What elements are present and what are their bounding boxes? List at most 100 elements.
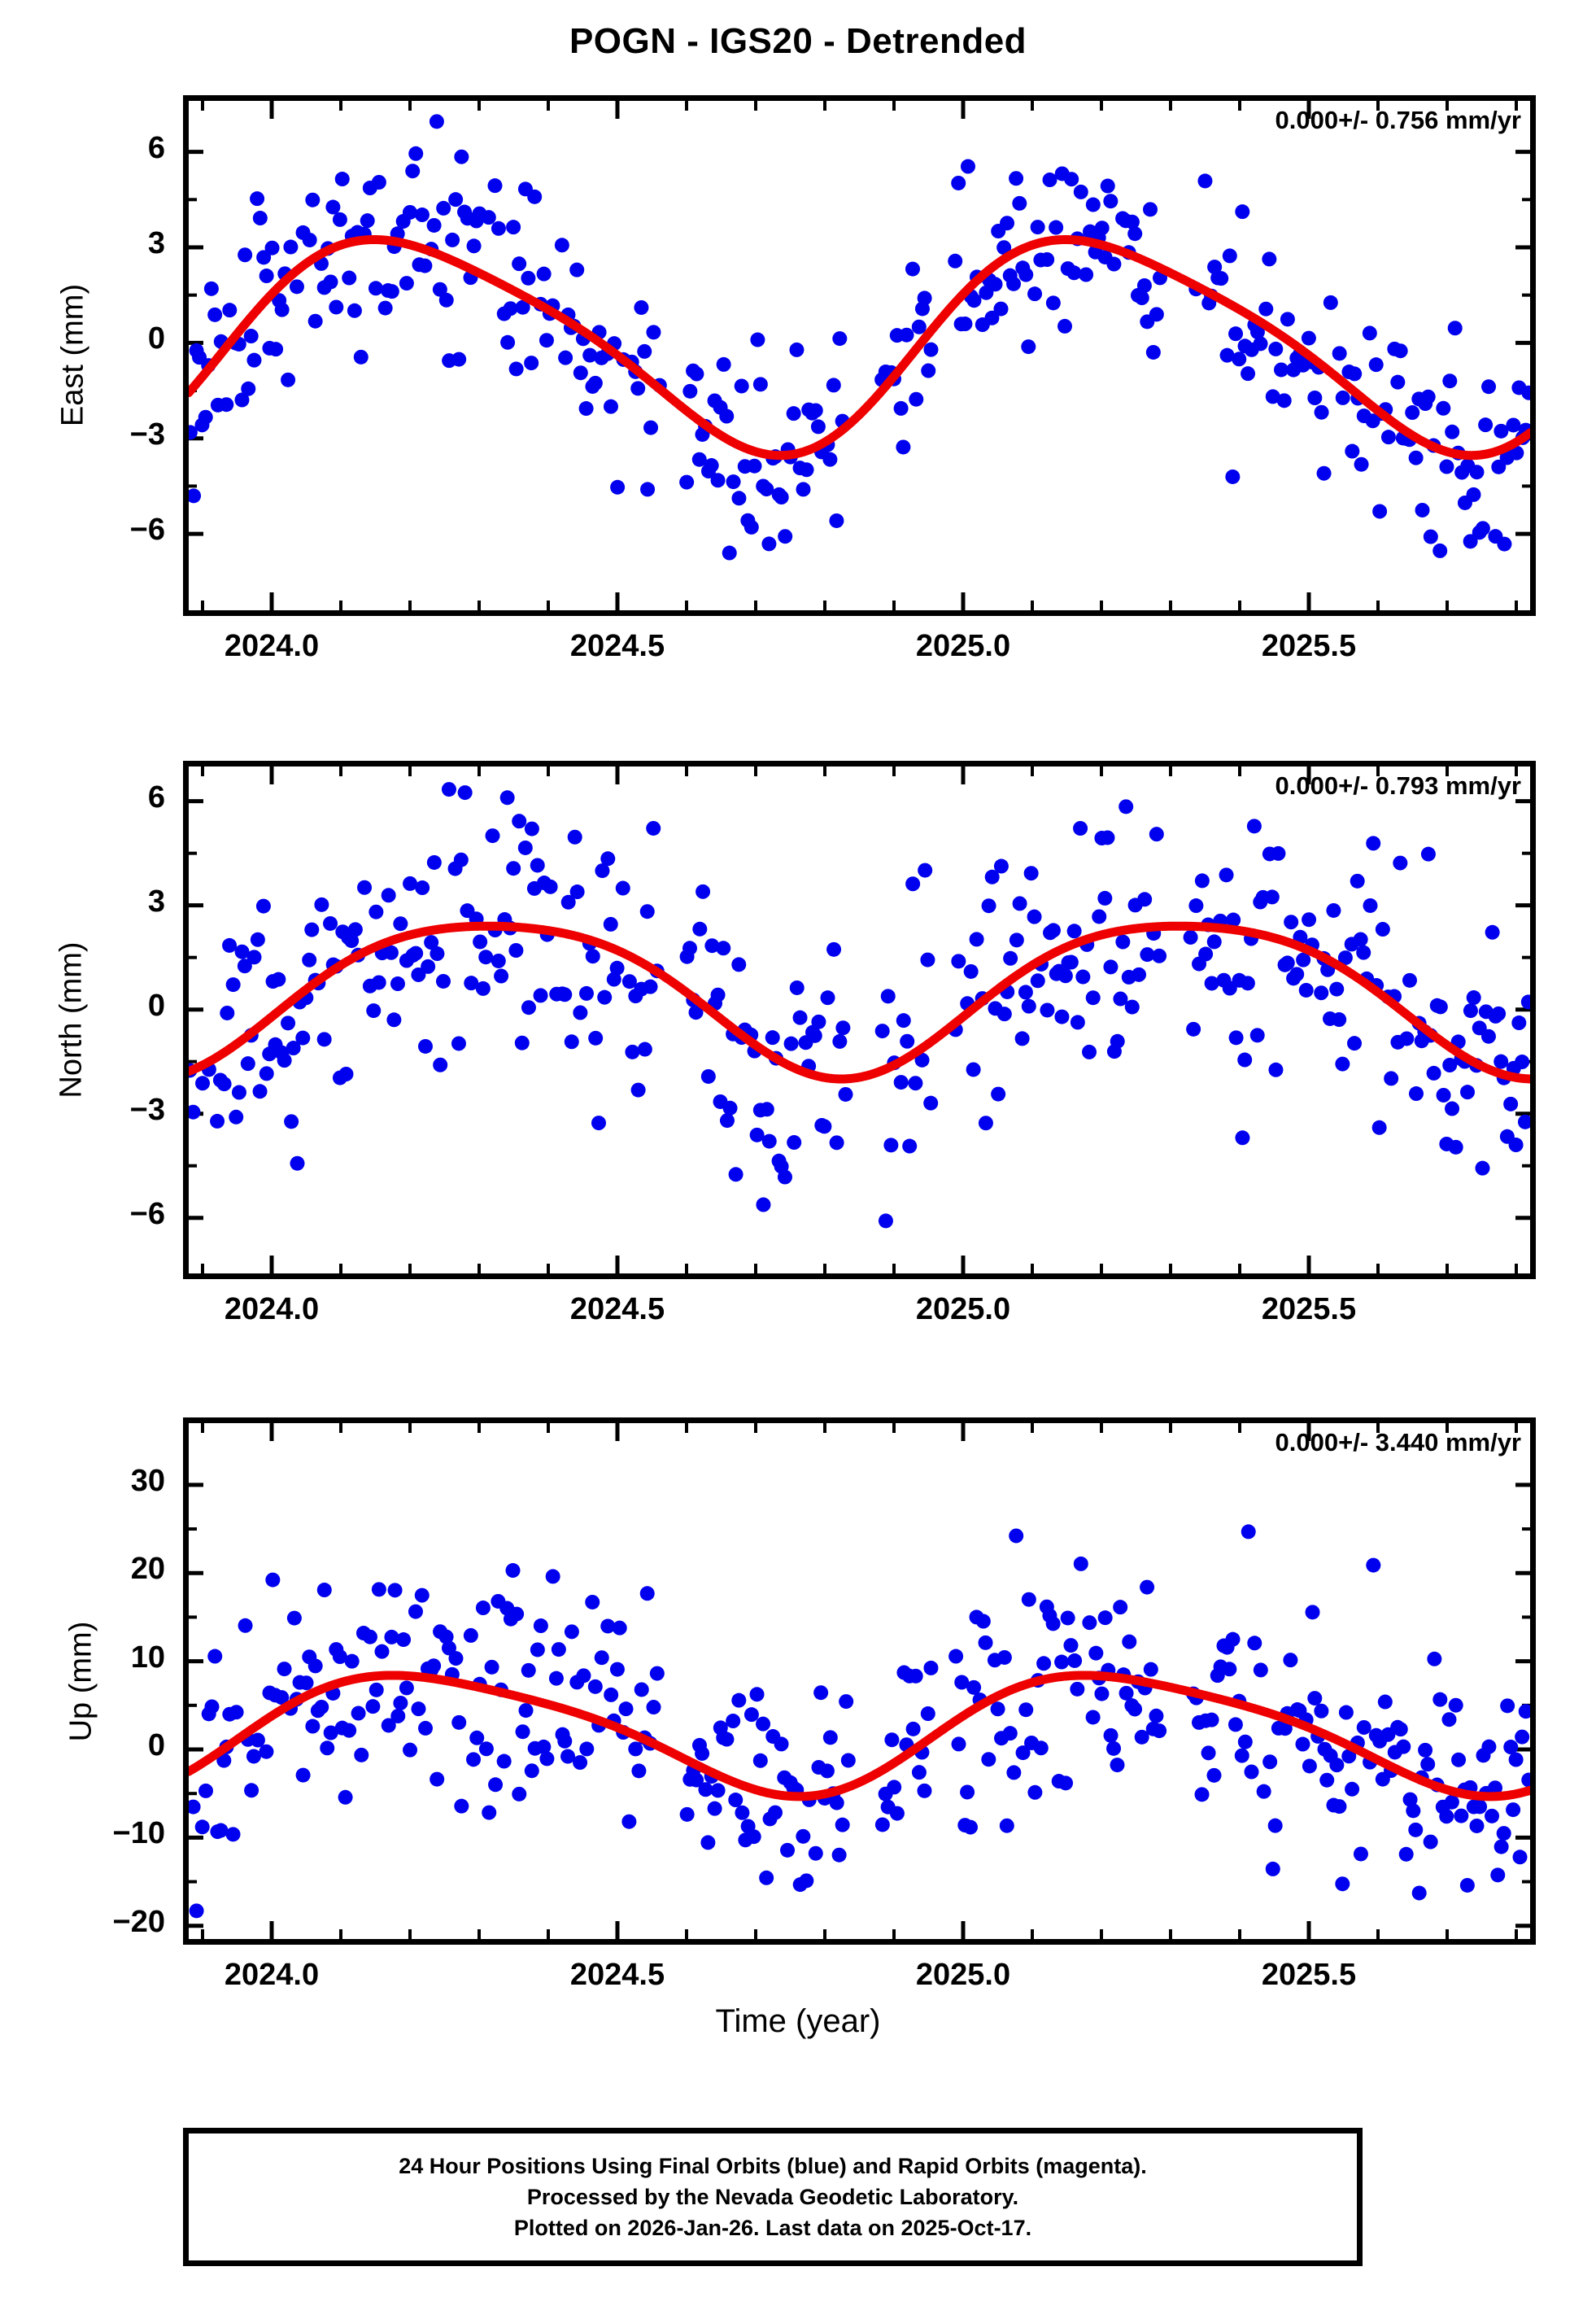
data-point [219,397,234,413]
data-point [1518,1704,1530,1719]
data-point [761,536,777,552]
data-point [689,366,704,382]
data-point [344,933,360,949]
data-point [1149,827,1164,842]
data-point [634,299,649,315]
data-point [909,391,924,407]
data-point [1152,948,1167,963]
y-tick-label: 30 [130,1463,165,1498]
data-point [225,1827,241,1842]
data-point [399,276,414,291]
data-point [1347,366,1363,382]
data-point [966,293,982,308]
data-point [1262,1754,1278,1770]
data-point [728,1793,743,1808]
data-point [917,290,932,306]
data-point [564,1034,579,1050]
data-point [948,1649,964,1664]
data-point [1448,1139,1463,1155]
data-point [1353,932,1368,947]
data-point [1515,1055,1530,1070]
page-title: POGN - IGS20 - Detrended [569,21,1027,61]
data-point [1110,1033,1125,1049]
data-point [808,1845,823,1861]
data-point [1305,1605,1320,1620]
data-point [1307,1691,1323,1706]
data-point [1066,924,1082,939]
data-point [1204,1712,1219,1727]
data-point [1143,1662,1158,1677]
data-point [743,1707,759,1723]
data-point [264,240,280,255]
data-point [1040,252,1055,267]
data-point [464,976,479,991]
data-point [1520,994,1530,1010]
data-point [996,1007,1012,1022]
data-point [1363,898,1378,913]
data-point [631,1763,647,1779]
data-point [1377,1694,1393,1710]
data-point [695,1745,710,1761]
data-point [588,1030,604,1046]
y-tick-label: −3 [129,417,165,452]
data-point [777,1169,792,1185]
data-point [710,473,726,488]
data-point [966,1062,981,1077]
data-point [1219,347,1235,363]
data-point [454,149,469,164]
data-point [600,851,616,867]
data-point [1045,1616,1061,1631]
data-point [810,419,826,435]
data-point [1124,214,1140,229]
data-point [1206,1767,1222,1783]
data-point [1481,379,1497,395]
data-point [1097,890,1113,906]
data-point [1124,999,1140,1015]
data-point [1006,1765,1022,1780]
data-point [951,954,966,969]
data-point [189,1799,201,1815]
data-point [600,1618,616,1634]
data-point [1237,1734,1253,1749]
data-point [246,352,262,368]
data-point [646,325,661,340]
data-point [384,284,399,299]
data-point [415,880,430,896]
data-point [514,1035,530,1050]
data-point [387,1583,403,1598]
data-point [368,1682,384,1697]
data-point [1137,892,1153,907]
data-point [1398,1846,1414,1862]
data-point [408,1604,423,1619]
data-point [1307,391,1323,405]
data-point [774,1736,789,1752]
data-point [820,990,835,1006]
data-point [1375,922,1390,937]
data-point [469,1730,485,1745]
data-point [1103,1727,1119,1743]
data-point [536,1739,552,1754]
data-point [377,300,393,316]
data-point [371,1582,386,1597]
x-tick-label: 2025.5 [1261,1292,1357,1326]
data-point [606,972,621,987]
x-tick-label: 2024.0 [224,629,320,663]
data-point [362,1629,377,1644]
data-point [1402,1792,1418,1807]
data-point [344,1653,360,1669]
data-point [500,334,516,350]
data-point [426,854,442,870]
data-point [750,332,765,347]
data-point [1021,1592,1036,1607]
data-point [1475,521,1490,536]
data-point [374,1644,390,1659]
data-point [1064,172,1079,187]
fit-curve [189,234,1530,461]
data-points [189,114,1530,561]
data-point [978,1116,993,1131]
data-point [920,952,935,967]
data-point [411,1701,426,1717]
data-point [323,915,338,931]
data-point [1432,543,1448,558]
data-point [1271,845,1286,861]
